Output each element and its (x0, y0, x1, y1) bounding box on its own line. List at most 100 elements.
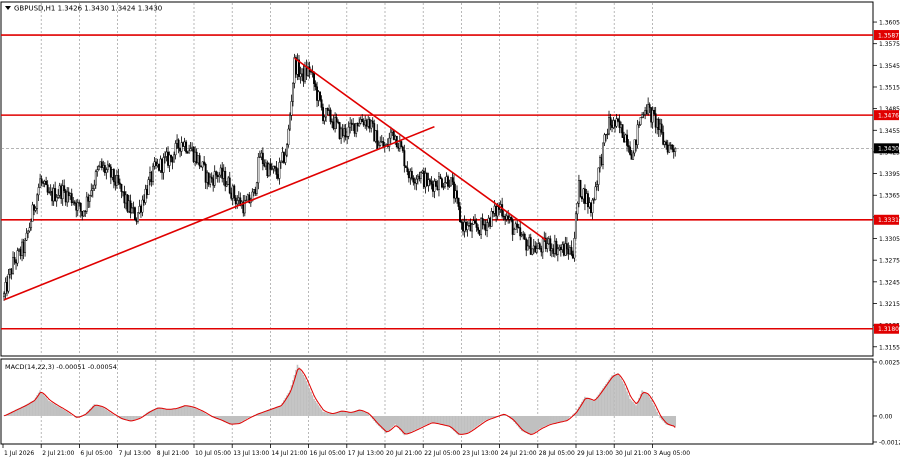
candle-body (671, 144, 674, 150)
level-price-label: 1.3476 (878, 112, 899, 119)
candle-body (200, 165, 203, 168)
candle-body (666, 144, 669, 153)
candle-body (621, 124, 624, 138)
candle-body (255, 182, 258, 194)
candle-body (404, 165, 407, 168)
candle-body (215, 171, 218, 176)
triangle-down-icon[interactable] (5, 6, 11, 10)
candle-body (325, 108, 328, 118)
candle-body (171, 157, 174, 163)
candle-body (344, 128, 347, 138)
candle-body (410, 170, 413, 179)
candle-body (374, 130, 377, 142)
candle-body (481, 218, 484, 226)
candle-body (502, 215, 505, 217)
candle-body (10, 269, 13, 275)
candle-body (106, 164, 109, 170)
candle-body (454, 190, 457, 199)
candle-body (319, 91, 322, 100)
candle-body (356, 122, 359, 127)
candle-body (21, 241, 24, 256)
candle-body (611, 124, 613, 128)
candle-body (114, 181, 117, 186)
candle-body (31, 204, 34, 222)
candle-body (120, 184, 123, 192)
candle-body (418, 175, 421, 179)
candle-body (78, 202, 81, 204)
symbol-header[interactable]: GBPUSD,H1 1.3426 1.3430 1.3424 1.3430 (5, 5, 162, 13)
candle-body (394, 135, 397, 140)
candle-body (618, 120, 621, 128)
candle-body (218, 174, 221, 178)
candle-body (541, 238, 544, 253)
time-tick-label: 3 Aug 05:00 (653, 450, 690, 457)
candle-body (648, 104, 651, 108)
candle-body (93, 184, 96, 190)
candle-body (471, 224, 474, 232)
macd-plot-frame (0, 358, 874, 445)
candle-body (433, 180, 436, 192)
candle-body (40, 178, 43, 183)
candle-body (460, 221, 463, 224)
candle-body (304, 66, 306, 82)
candle-body (556, 248, 559, 255)
candle-body (224, 170, 227, 187)
candle-body (72, 201, 75, 203)
price-tick-label: 1.3515 (879, 84, 900, 91)
candle-body (165, 151, 168, 157)
candle-body (296, 59, 299, 75)
candle-body (412, 178, 415, 183)
candle-body (623, 137, 626, 143)
candle-body (284, 154, 287, 163)
candle-body (216, 174, 219, 178)
time-tick-label: 13 Jul 13:00 (233, 450, 269, 457)
macd-label: MACD(14,22,3) -0.00051 -0.00054 (5, 363, 117, 371)
candle-body (197, 155, 200, 164)
candle-body (489, 217, 492, 227)
candle-body (373, 123, 376, 142)
candle-body (82, 210, 85, 217)
candle-body (531, 248, 534, 255)
candle-body (3, 293, 5, 297)
candle-body (465, 221, 467, 230)
price-tick-label: 1.3305 (879, 236, 900, 243)
candle-body (100, 161, 103, 168)
candle-body (46, 184, 49, 193)
candle-body (204, 163, 207, 183)
candle-body (644, 110, 647, 115)
candle-body (298, 59, 300, 77)
candle-body (654, 113, 657, 128)
price-tick-label: 1.3485 (879, 106, 900, 113)
candle-body (490, 211, 493, 227)
candle-body (419, 172, 422, 179)
macd-tick-label: 0.00253 (879, 360, 900, 367)
candle-body (135, 219, 138, 222)
candle-body (328, 109, 331, 111)
descending-trendline (293, 57, 547, 241)
candle-body (9, 269, 11, 275)
candle-body (76, 202, 79, 211)
candle-body (398, 141, 401, 149)
candle-body (468, 222, 470, 226)
candle-body (504, 216, 507, 220)
candle-body (529, 237, 532, 255)
candle-body (111, 169, 114, 178)
main-plot-frame (0, 1, 874, 357)
candle-body (559, 247, 562, 250)
candle-body (617, 118, 619, 122)
candle-body (403, 150, 406, 167)
candle-body (264, 162, 267, 167)
candle-body (18, 248, 21, 251)
candle-body (222, 170, 225, 179)
candle-body (136, 212, 139, 222)
candle-body (97, 166, 100, 170)
candle-body (177, 139, 180, 149)
candle-body (258, 156, 261, 158)
candle-body (313, 71, 315, 84)
candle-body (388, 137, 391, 147)
candle-body (332, 121, 335, 129)
candle-body (323, 116, 326, 122)
candle-body (282, 152, 285, 163)
candle-body (447, 176, 449, 187)
